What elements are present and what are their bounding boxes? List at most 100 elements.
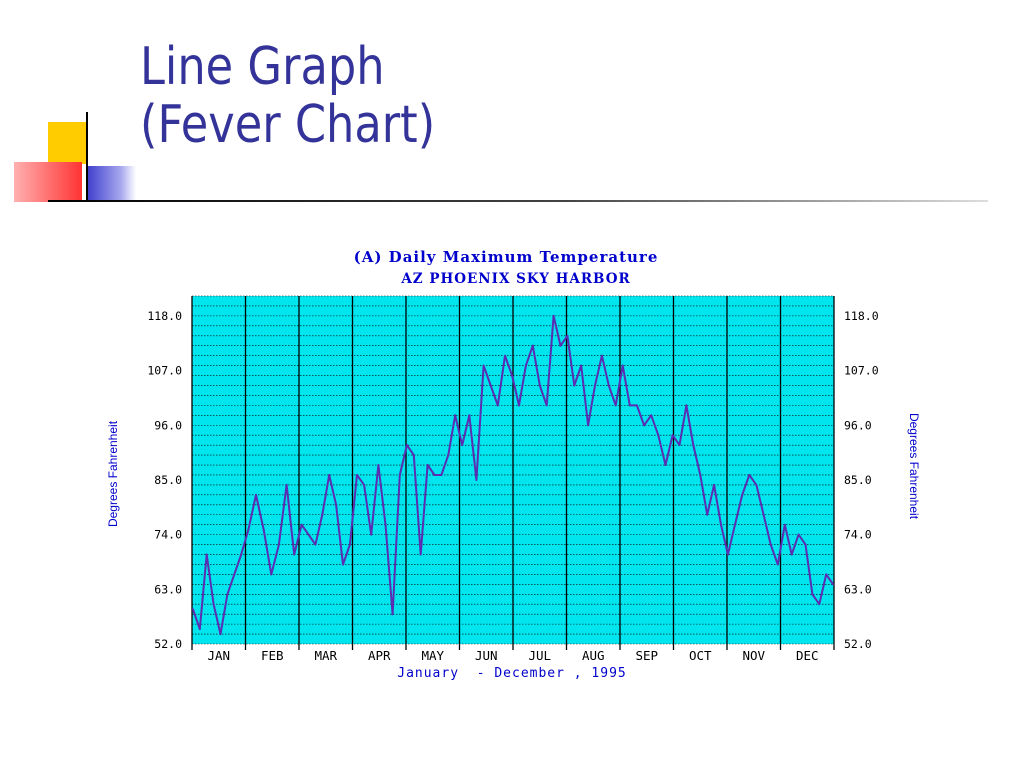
data-point bbox=[552, 314, 555, 317]
data-point bbox=[377, 464, 380, 466]
month-label: APR bbox=[368, 648, 391, 663]
data-point bbox=[335, 503, 338, 506]
data-point bbox=[566, 334, 569, 337]
data-point bbox=[426, 464, 429, 466]
decor-horizontal-rule bbox=[48, 200, 988, 202]
data-point bbox=[643, 424, 646, 427]
data-point bbox=[328, 474, 331, 476]
month-separators bbox=[191, 296, 835, 650]
chart-subtitle: AZ PHOENIX SKY HARBOR bbox=[400, 271, 630, 287]
data-point bbox=[614, 404, 617, 407]
data-point bbox=[321, 513, 324, 516]
decor-blue-square bbox=[86, 166, 136, 202]
chart-title: (A) Daily Maximum Temperature bbox=[354, 248, 659, 266]
temperature-points bbox=[191, 314, 835, 636]
data-point bbox=[726, 553, 729, 556]
temperature-line bbox=[191, 314, 834, 636]
data-point bbox=[419, 553, 422, 556]
data-point bbox=[832, 583, 835, 586]
data-point bbox=[342, 563, 344, 566]
data-point bbox=[650, 414, 653, 417]
data-point bbox=[489, 384, 492, 387]
data-point bbox=[277, 543, 280, 546]
y-tick-labels-right: 118.0 107.0 96.0 85.0 74.0 63.0 52.0 bbox=[844, 309, 879, 651]
data-point bbox=[468, 414, 471, 417]
y-tick-label: 52.0 bbox=[844, 637, 872, 651]
data-point bbox=[447, 454, 450, 457]
y-tick-label: 74.0 bbox=[154, 528, 182, 542]
y-tick-label: 52.0 bbox=[154, 637, 182, 651]
month-label: JUN bbox=[475, 648, 498, 663]
data-point bbox=[412, 454, 415, 457]
data-point bbox=[748, 474, 751, 476]
x-axis-caption: January - December , 1995 bbox=[397, 666, 627, 681]
data-point bbox=[811, 593, 814, 596]
y-tick-label: 96.0 bbox=[844, 418, 872, 432]
data-point bbox=[212, 603, 215, 606]
y-tick-label: 74.0 bbox=[844, 528, 872, 542]
data-point bbox=[198, 628, 201, 631]
month-label: SEP bbox=[635, 648, 658, 663]
slide-title: Line Graph (Fever Chart) bbox=[140, 38, 435, 154]
y-tick-label: 107.0 bbox=[844, 364, 879, 378]
y-tick-label: 85.0 bbox=[154, 473, 182, 487]
data-point bbox=[270, 573, 273, 576]
data-point bbox=[776, 563, 779, 566]
data-point bbox=[363, 483, 366, 486]
data-point bbox=[769, 543, 772, 546]
month-label: OCT bbox=[689, 648, 712, 663]
month-label: JAN bbox=[207, 648, 230, 663]
month-label: AUG bbox=[582, 648, 605, 663]
data-point bbox=[671, 434, 674, 437]
data-point bbox=[804, 543, 807, 546]
data-point bbox=[300, 523, 303, 526]
data-point bbox=[587, 424, 590, 427]
data-point bbox=[790, 553, 793, 556]
y-tick-label: 118.0 bbox=[844, 309, 879, 323]
data-point bbox=[255, 493, 257, 496]
data-point bbox=[741, 493, 744, 496]
month-labels: JAN FEB MAR APR MAY JUN JUL AUG SEP OCT NOV DEC bbox=[207, 648, 818, 663]
data-point bbox=[580, 364, 583, 367]
data-point bbox=[247, 528, 250, 531]
data-point bbox=[783, 523, 786, 526]
data-point bbox=[524, 364, 527, 367]
data-point bbox=[226, 593, 229, 596]
month-label: MAY bbox=[421, 648, 444, 663]
data-point bbox=[262, 528, 265, 531]
data-point bbox=[496, 404, 499, 407]
data-point bbox=[518, 404, 520, 407]
data-point bbox=[398, 474, 401, 476]
data-point bbox=[594, 384, 596, 387]
data-point bbox=[384, 523, 387, 526]
data-point bbox=[511, 374, 514, 377]
data-point bbox=[348, 543, 351, 546]
data-point bbox=[818, 603, 821, 606]
data-point bbox=[307, 533, 310, 536]
data-point bbox=[762, 513, 765, 516]
data-point bbox=[545, 404, 548, 407]
y-tick-label: 85.0 bbox=[844, 473, 872, 487]
data-point bbox=[191, 608, 194, 611]
data-point bbox=[293, 553, 296, 556]
data-point bbox=[628, 404, 631, 407]
y-tick-label: 63.0 bbox=[154, 582, 182, 596]
data-point bbox=[405, 444, 408, 447]
data-point bbox=[635, 404, 638, 407]
data-point bbox=[538, 384, 541, 387]
data-point bbox=[219, 633, 222, 636]
y-tick-label: 96.0 bbox=[154, 418, 182, 432]
data-point bbox=[573, 384, 576, 387]
decor-vertical-line bbox=[86, 112, 88, 202]
data-point bbox=[692, 444, 695, 447]
y-tick-label: 63.0 bbox=[844, 582, 872, 596]
data-point bbox=[607, 384, 610, 387]
data-point bbox=[475, 478, 478, 481]
data-point bbox=[454, 414, 457, 417]
data-point bbox=[504, 354, 506, 357]
data-point bbox=[706, 513, 709, 516]
data-point bbox=[559, 344, 562, 347]
data-point bbox=[233, 573, 236, 576]
data-point bbox=[685, 404, 688, 407]
